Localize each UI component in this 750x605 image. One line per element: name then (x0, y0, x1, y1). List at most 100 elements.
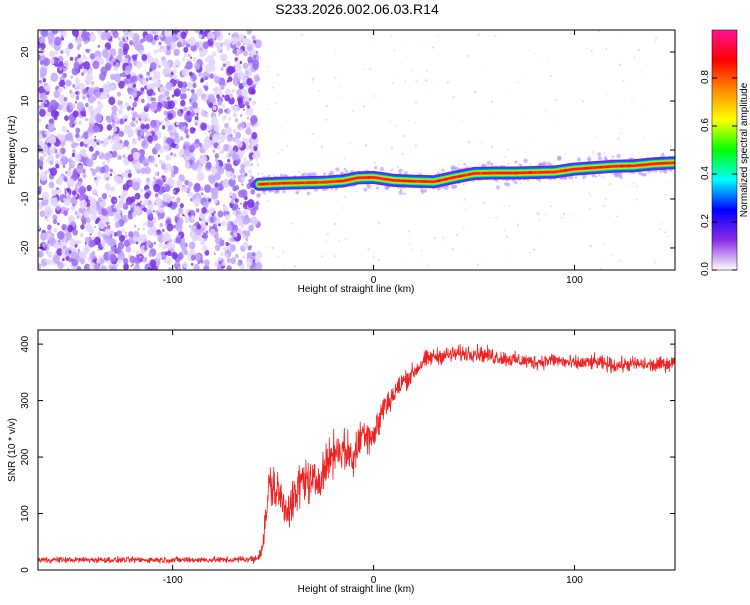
noise-blob (76, 164, 84, 175)
noise-blob (135, 53, 139, 58)
noise-blob (53, 114, 58, 121)
noise-blob (254, 205, 259, 211)
noise-dot (441, 240, 443, 242)
noise-blob (102, 161, 106, 165)
noise-blob (43, 57, 50, 66)
ridge-halo (261, 172, 263, 175)
noise-blob (241, 183, 244, 186)
noise-dot (562, 212, 566, 216)
noise-blob (208, 102, 213, 109)
noise-blob (234, 198, 239, 204)
noise-blob (69, 104, 73, 110)
noise-blob (191, 262, 194, 266)
noise-dot (582, 100, 585, 103)
noise-blob (67, 224, 74, 233)
noise-blob (60, 35, 64, 39)
noise-blob (138, 181, 142, 185)
ridge-peak (620, 164, 623, 168)
ridge-halo (453, 184, 458, 189)
noise-blob (147, 200, 152, 205)
noise-blob (38, 250, 44, 258)
noise-blob (167, 250, 172, 257)
noise-blob (236, 48, 240, 53)
x-tick-label: 0 (371, 275, 377, 286)
ridge-peak (634, 164, 638, 167)
noise-dot (450, 118, 453, 120)
noise-blob (72, 103, 76, 108)
ridge-halo (267, 174, 271, 178)
noise-blob (236, 41, 241, 47)
noise-blob (242, 137, 245, 140)
noise-blob (117, 210, 121, 215)
noise-blob (187, 193, 191, 197)
noise-blob (190, 198, 193, 202)
noise-blob (74, 154, 82, 163)
noise-dot (342, 207, 345, 209)
noise-blob (127, 154, 134, 162)
noise-blob (200, 239, 206, 246)
noise-dot (362, 105, 366, 108)
noise-blob (255, 251, 263, 259)
noise-dot (435, 86, 438, 88)
noise-blob (180, 242, 186, 250)
noise-blob (204, 184, 211, 193)
noise-blob (152, 130, 155, 133)
noise-blob (62, 106, 67, 113)
noise-blob (172, 224, 176, 229)
noise-blob (66, 47, 69, 50)
noise-dot (503, 189, 505, 191)
noise-dot (362, 68, 365, 71)
noise-dot (461, 121, 463, 123)
noise-dot (355, 190, 357, 193)
noise-blob (64, 47, 71, 55)
noise-blob (128, 82, 133, 89)
noise-blob (72, 203, 75, 207)
noise-blob (140, 123, 146, 130)
noise-blob (64, 248, 72, 257)
noise-blob (79, 82, 86, 91)
noise-blob (209, 225, 211, 228)
noise-dot (325, 240, 328, 242)
ridge-halo (398, 168, 403, 173)
noise-blob (250, 207, 257, 216)
noise-blob (108, 222, 111, 225)
noise-dot (415, 80, 418, 83)
ridge-peak (402, 179, 406, 183)
noise-blob (38, 45, 41, 49)
noise-blob (153, 176, 156, 180)
noise-blob (156, 265, 159, 268)
ridge-peak (430, 180, 434, 184)
noise-blob (217, 100, 222, 106)
noise-blob (122, 183, 130, 192)
noise-blob (165, 257, 172, 265)
noise-dot (312, 81, 314, 84)
ridge-halo (597, 152, 602, 157)
ridge-peak (289, 181, 293, 185)
noise-blob (232, 112, 238, 118)
noise-blob (173, 238, 176, 242)
ridge-peak (318, 181, 321, 184)
noise-blob (94, 138, 97, 142)
noise-blob (123, 57, 129, 63)
noise-dot (378, 259, 381, 262)
noise-blob (225, 246, 228, 249)
noise-blob (190, 152, 195, 158)
noise-dot (482, 201, 485, 204)
noise-blob (252, 100, 256, 106)
noise-blob (70, 156, 73, 160)
noise-blob (99, 258, 105, 265)
noise-blob (238, 213, 242, 218)
noise-blob (202, 41, 209, 50)
noise-blob (52, 218, 58, 225)
noise-blob (243, 50, 248, 57)
noise-blob (146, 87, 154, 97)
noise-dot (298, 170, 301, 173)
ridge-peak (332, 180, 335, 183)
noise-blob (98, 220, 106, 230)
noise-blob (124, 183, 128, 187)
noise-blob (234, 153, 240, 161)
noise-blob (240, 202, 242, 205)
noise-blob (58, 87, 63, 93)
noise-blob (246, 122, 252, 129)
noise-blob (165, 180, 170, 186)
